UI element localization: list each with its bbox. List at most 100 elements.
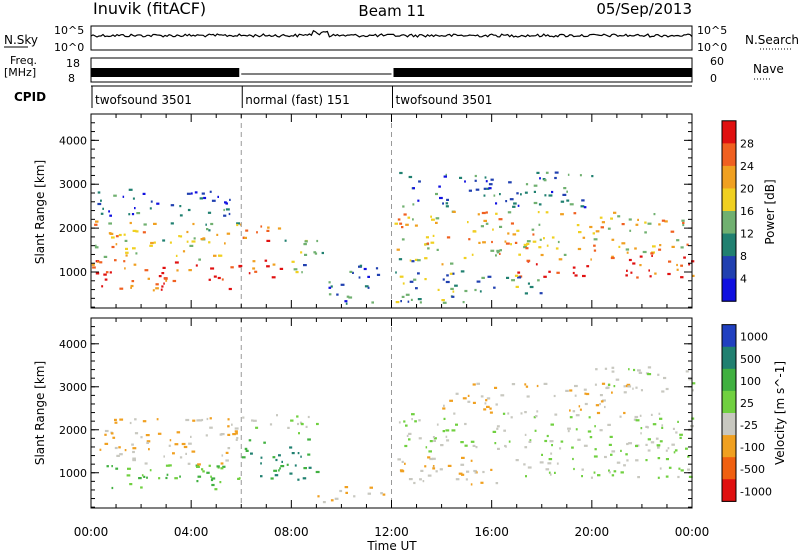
heatmap-cell bbox=[322, 501, 326, 504]
heatmap-cell bbox=[672, 427, 675, 430]
heatmap-cell bbox=[359, 264, 363, 267]
heatmap-cell bbox=[493, 194, 496, 197]
heatmap-cell bbox=[507, 211, 512, 214]
heatmap-cell bbox=[628, 218, 632, 221]
heatmap-cell bbox=[191, 240, 196, 243]
heatmap-cell bbox=[380, 492, 383, 495]
heatmap-cell bbox=[533, 201, 538, 205]
heatmap-cell bbox=[635, 444, 638, 448]
heatmap-cell bbox=[673, 451, 676, 454]
heatmap-cell bbox=[562, 193, 567, 196]
heatmap-cell bbox=[595, 368, 598, 371]
heatmap-cell bbox=[207, 211, 212, 214]
y-tick-label-2: 3000 bbox=[59, 178, 87, 191]
heatmap-cell bbox=[417, 272, 420, 275]
heatmap-cell bbox=[513, 202, 517, 205]
heatmap-cell bbox=[408, 175, 413, 179]
xlabel: Time UT bbox=[366, 539, 417, 553]
heatmap-cell bbox=[226, 232, 231, 235]
heatmap-cell bbox=[188, 269, 192, 272]
heatmap-cell bbox=[108, 210, 110, 213]
heatmap-cell bbox=[439, 468, 443, 471]
colorbar-swatch-1 bbox=[722, 143, 736, 167]
heatmap-cell bbox=[574, 274, 578, 277]
heatmap-cell bbox=[588, 416, 591, 419]
heatmap-cell bbox=[544, 439, 548, 443]
heatmap-cell bbox=[303, 264, 307, 267]
heatmap-cell bbox=[430, 241, 435, 244]
heatmap-cell bbox=[446, 236, 451, 239]
heatmap-cell bbox=[646, 426, 649, 429]
heatmap-cell bbox=[401, 226, 404, 229]
heatmap-cell bbox=[198, 419, 202, 422]
heatmap-cell bbox=[340, 283, 345, 286]
heatmap-cell bbox=[161, 285, 164, 288]
heatmap-cell bbox=[472, 444, 476, 447]
heatmap-cell bbox=[520, 412, 523, 415]
heatmap-cell bbox=[558, 258, 563, 261]
heatmap-cell bbox=[164, 277, 168, 280]
heatmap-cell bbox=[344, 486, 349, 489]
heatmap-cell bbox=[174, 261, 179, 264]
heatmap-cell bbox=[431, 457, 436, 460]
heatmap-cell bbox=[266, 239, 271, 242]
heatmap-cell bbox=[353, 495, 356, 498]
heatmap-cell bbox=[293, 268, 298, 271]
heatmap-cell bbox=[600, 226, 604, 229]
heatmap-cell bbox=[411, 413, 415, 416]
heatmap-cell bbox=[455, 478, 460, 481]
heatmap-cell bbox=[418, 437, 422, 440]
heatmap-cell bbox=[156, 202, 160, 205]
heatmap-cell bbox=[632, 262, 636, 265]
heatmap-cell bbox=[583, 206, 587, 209]
freq-panel: Freq. [MHz] 18 8 60 0 Nave bbox=[4, 54, 784, 85]
heatmap-cell bbox=[484, 176, 487, 179]
heatmap-cell bbox=[129, 221, 132, 225]
heatmap-cell bbox=[436, 423, 439, 426]
heatmap-cell bbox=[419, 478, 422, 481]
heatmap-cell bbox=[629, 229, 632, 232]
heatmap-cell bbox=[554, 471, 556, 474]
heatmap-cell bbox=[211, 199, 216, 202]
heatmap-cell bbox=[426, 242, 429, 245]
heatmap-cell bbox=[398, 421, 401, 424]
heatmap-cell bbox=[636, 276, 639, 279]
heatmap-cell bbox=[489, 407, 492, 410]
heatmap-cell bbox=[484, 402, 487, 405]
heatmap-cell bbox=[579, 174, 582, 177]
heatmap-cell bbox=[402, 205, 405, 208]
heatmap-cell bbox=[462, 301, 465, 304]
heatmap-cell bbox=[163, 282, 165, 285]
power-panel: 1000 2000 3000 4000 Slant Range [km] 4 8 12 16… bbox=[33, 113, 777, 309]
heatmap-cell bbox=[517, 204, 520, 207]
nsky-trace bbox=[90, 29, 693, 38]
heatmap-cell bbox=[186, 230, 189, 234]
heatmap-cell bbox=[179, 205, 182, 208]
colorbar-tick-3: 25 bbox=[740, 397, 754, 410]
heatmap-cell bbox=[409, 259, 412, 262]
heatmap-cell bbox=[576, 224, 580, 227]
heatmap-cell bbox=[208, 229, 211, 232]
heatmap-cell bbox=[244, 447, 248, 450]
heatmap-cell bbox=[682, 221, 685, 224]
heatmap-cell bbox=[209, 190, 212, 193]
heatmap-cell bbox=[243, 236, 247, 239]
heatmap-cell bbox=[667, 447, 670, 450]
heatmap-cell bbox=[490, 468, 493, 471]
heatmap-cell bbox=[512, 233, 517, 236]
heatmap-cell bbox=[132, 247, 136, 250]
colorbar-swatch-0 bbox=[722, 324, 736, 348]
heatmap-cell bbox=[510, 243, 512, 246]
power-plot-bg bbox=[91, 114, 692, 308]
heatmap-cell bbox=[595, 230, 600, 233]
heatmap-cell bbox=[248, 439, 252, 442]
heatmap-cell bbox=[155, 287, 159, 290]
cpid-row: CPID twofsound 3501 normal (fast) 151 twof… bbox=[14, 85, 692, 108]
nsky-tick-low: 10^0 bbox=[54, 41, 84, 54]
y-tick-label-3: 4000 bbox=[59, 134, 87, 147]
heatmap-cell bbox=[486, 187, 490, 190]
heatmap-cell bbox=[493, 286, 496, 289]
heatmap-cell bbox=[498, 218, 503, 221]
heatmap-cell bbox=[222, 465, 226, 468]
